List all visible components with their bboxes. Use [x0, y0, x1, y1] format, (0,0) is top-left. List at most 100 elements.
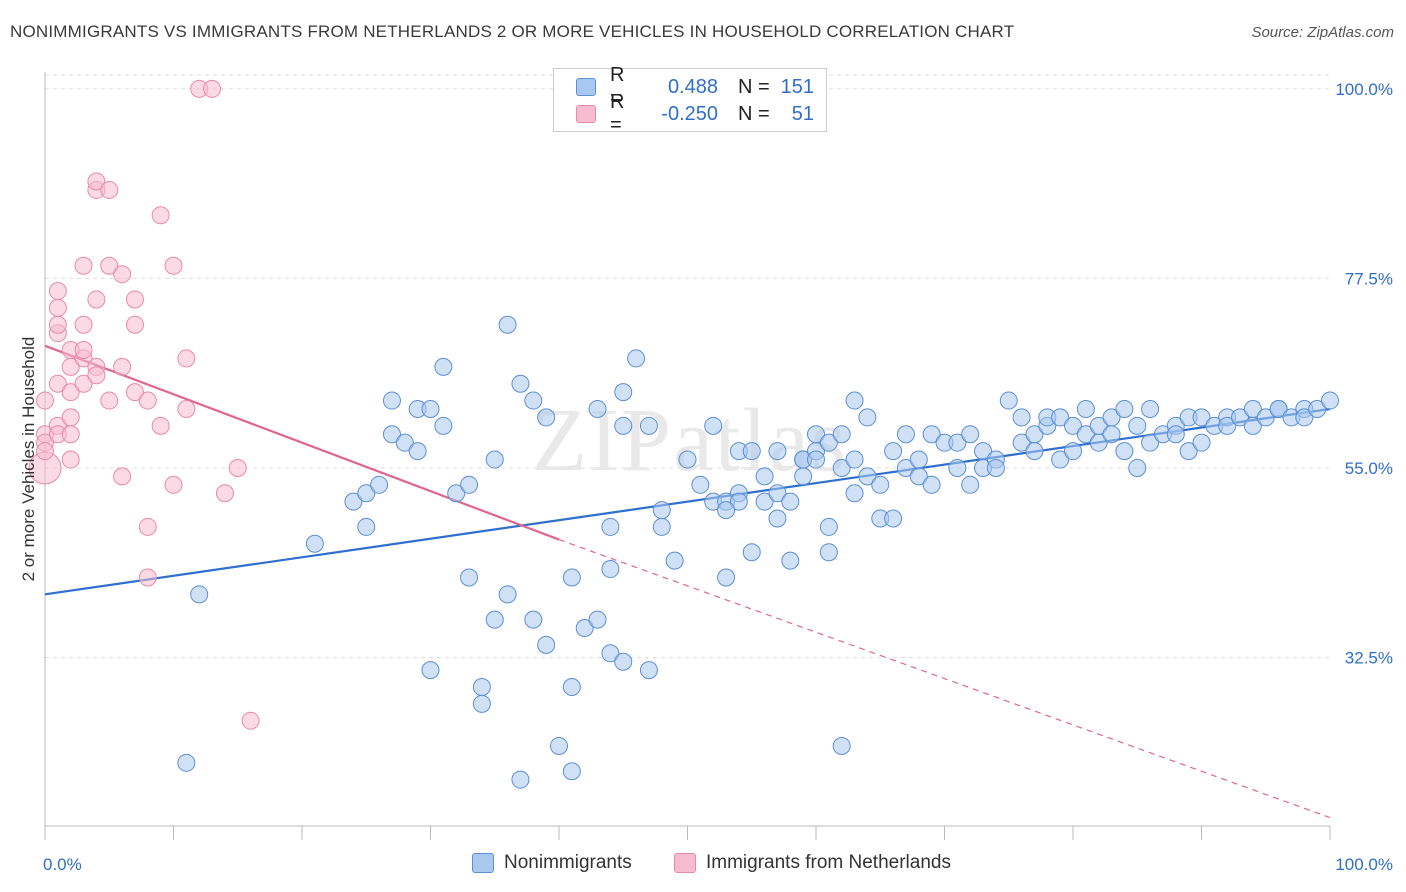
data-point-immigrants — [100, 391, 119, 410]
data-point-nonimmigrants — [1192, 408, 1211, 427]
data-point-nonimmigrants — [755, 492, 774, 511]
data-point-nonimmigrants — [922, 475, 941, 494]
data-point-immigrants — [215, 484, 234, 503]
data-point-nonimmigrants — [472, 677, 491, 696]
data-point-nonimmigrants — [1128, 416, 1147, 435]
data-point-nonimmigrants — [614, 383, 633, 402]
data-point-nonimmigrants — [1192, 433, 1211, 452]
data-point-nonimmigrants — [1025, 442, 1044, 461]
data-point-immigrants — [61, 383, 80, 402]
data-point-nonimmigrants — [511, 770, 530, 789]
data-point-nonimmigrants — [601, 517, 620, 536]
data-point-nonimmigrants — [1321, 391, 1339, 410]
legend-swatch-pink — [576, 105, 596, 123]
data-point-immigrants — [164, 256, 183, 275]
data-point-nonimmigrants — [601, 644, 620, 663]
data-point-nonimmigrants — [742, 442, 761, 461]
trend-line-immigrants — [44, 344, 560, 541]
data-point-nonimmigrants — [447, 484, 466, 503]
data-point-nonimmigrants — [588, 610, 607, 629]
data-point-nonimmigrants — [498, 315, 517, 334]
watermark: ZIPatlas — [532, 391, 848, 490]
trend-extension-immigrants — [558, 538, 1331, 819]
legend-n-label: N = — [738, 75, 770, 98]
data-point-nonimmigrants — [819, 517, 838, 536]
data-point-nonimmigrants — [1141, 399, 1160, 418]
y-tick-label: 32.5% — [1345, 649, 1393, 668]
data-point-nonimmigrants — [627, 349, 646, 368]
data-point-nonimmigrants — [575, 619, 594, 638]
data-point-immigrants — [177, 399, 196, 418]
data-point-nonimmigrants — [781, 551, 800, 570]
data-point-nonimmigrants — [832, 736, 851, 755]
data-point-nonimmigrants — [755, 467, 774, 486]
source-credit: Source: ZipAtlas.com — [1251, 24, 1394, 41]
data-point-nonimmigrants — [896, 425, 915, 444]
grid-lines — [45, 74, 1330, 659]
data-point-immigrants — [74, 374, 93, 393]
data-point-nonimmigrants — [485, 610, 504, 629]
data-point-nonimmigrants — [974, 442, 993, 461]
data-point-nonimmigrants — [434, 357, 453, 376]
correlation-legend: R = 0.488 N = 151 R = -0.250 N = 51 — [553, 64, 827, 136]
y-tick-label: 77.5% — [1345, 269, 1393, 288]
x-tick-label: 0.0% — [43, 855, 82, 874]
data-point-nonimmigrants — [1269, 399, 1288, 418]
y-axis-label: 2 or more Vehicles in Household — [19, 337, 38, 582]
data-point-nonimmigrants — [652, 501, 671, 520]
data-point-nonimmigrants — [357, 517, 376, 536]
data-point-nonimmigrants — [896, 458, 915, 477]
data-point-nonimmigrants — [961, 425, 980, 444]
data-point-nonimmigrants — [742, 543, 761, 562]
data-point-immigrants — [61, 425, 80, 444]
data-point-immigrants — [48, 374, 67, 393]
data-point-nonimmigrants — [1064, 442, 1082, 461]
data-point-nonimmigrants — [524, 610, 543, 629]
data-point-nonimmigrants — [562, 568, 581, 587]
data-point-immigrants — [87, 366, 106, 385]
data-point-nonimmigrants — [704, 416, 723, 435]
data-point-nonimmigrants — [948, 433, 967, 452]
data-point-nonimmigrants — [909, 450, 928, 469]
data-point-nonimmigrants — [537, 408, 556, 427]
data-point-nonimmigrants — [845, 484, 864, 503]
data-point-nonimmigrants — [768, 509, 787, 528]
legend-row-nonimmigrants: R = 0.488 N = 151 — [576, 64, 814, 109]
series-swatch-pink — [674, 853, 696, 873]
data-point-nonimmigrants — [1051, 408, 1070, 427]
data-point-nonimmigrants — [717, 568, 736, 587]
data-point-nonimmigrants — [794, 467, 813, 486]
data-point-nonimmigrants — [177, 753, 196, 772]
data-point-immigrants — [113, 467, 132, 486]
data-point-nonimmigrants — [524, 391, 543, 410]
series-legend-nonimmigrants: Nonimmigrants — [472, 852, 632, 874]
data-point-nonimmigrants — [395, 433, 414, 452]
data-point-nonimmigrants — [871, 475, 890, 494]
data-point-nonimmigrants — [652, 517, 671, 536]
data-point-nonimmigrants — [485, 450, 504, 469]
series-label: Immigrants from Netherlands — [706, 852, 951, 873]
data-point-nonimmigrants — [832, 425, 851, 444]
data-point-nonimmigrants — [781, 492, 800, 511]
legend-swatch-blue — [576, 78, 596, 96]
data-point-nonimmigrants — [819, 433, 838, 452]
data-point-immigrants — [113, 265, 132, 284]
data-point-immigrants — [228, 458, 247, 477]
data-point-nonimmigrants — [601, 560, 620, 579]
data-point-nonimmigrants — [1179, 442, 1198, 461]
data-point-nonimmigrants — [768, 442, 787, 461]
data-point-nonimmigrants — [807, 425, 825, 444]
data-point-nonimmigrants — [1256, 408, 1275, 427]
data-point-nonimmigrants — [357, 484, 376, 503]
data-point-immigrants — [87, 290, 106, 309]
data-point-nonimmigrants — [370, 475, 389, 494]
data-point-nonimmigrants — [537, 635, 556, 654]
data-point-nonimmigrants — [729, 492, 748, 511]
data-point-nonimmigrants — [948, 458, 967, 477]
data-point-nonimmigrants — [562, 762, 581, 781]
legend-r-label: R = — [610, 91, 625, 136]
data-point-nonimmigrants — [1166, 425, 1185, 444]
data-point-nonimmigrants — [961, 475, 980, 494]
axis-labels: 32.5% 55.0% 77.5% 100.0% 0.0% 100.0% 2 or more… — [19, 80, 1393, 874]
data-point-nonimmigrants — [819, 543, 838, 562]
